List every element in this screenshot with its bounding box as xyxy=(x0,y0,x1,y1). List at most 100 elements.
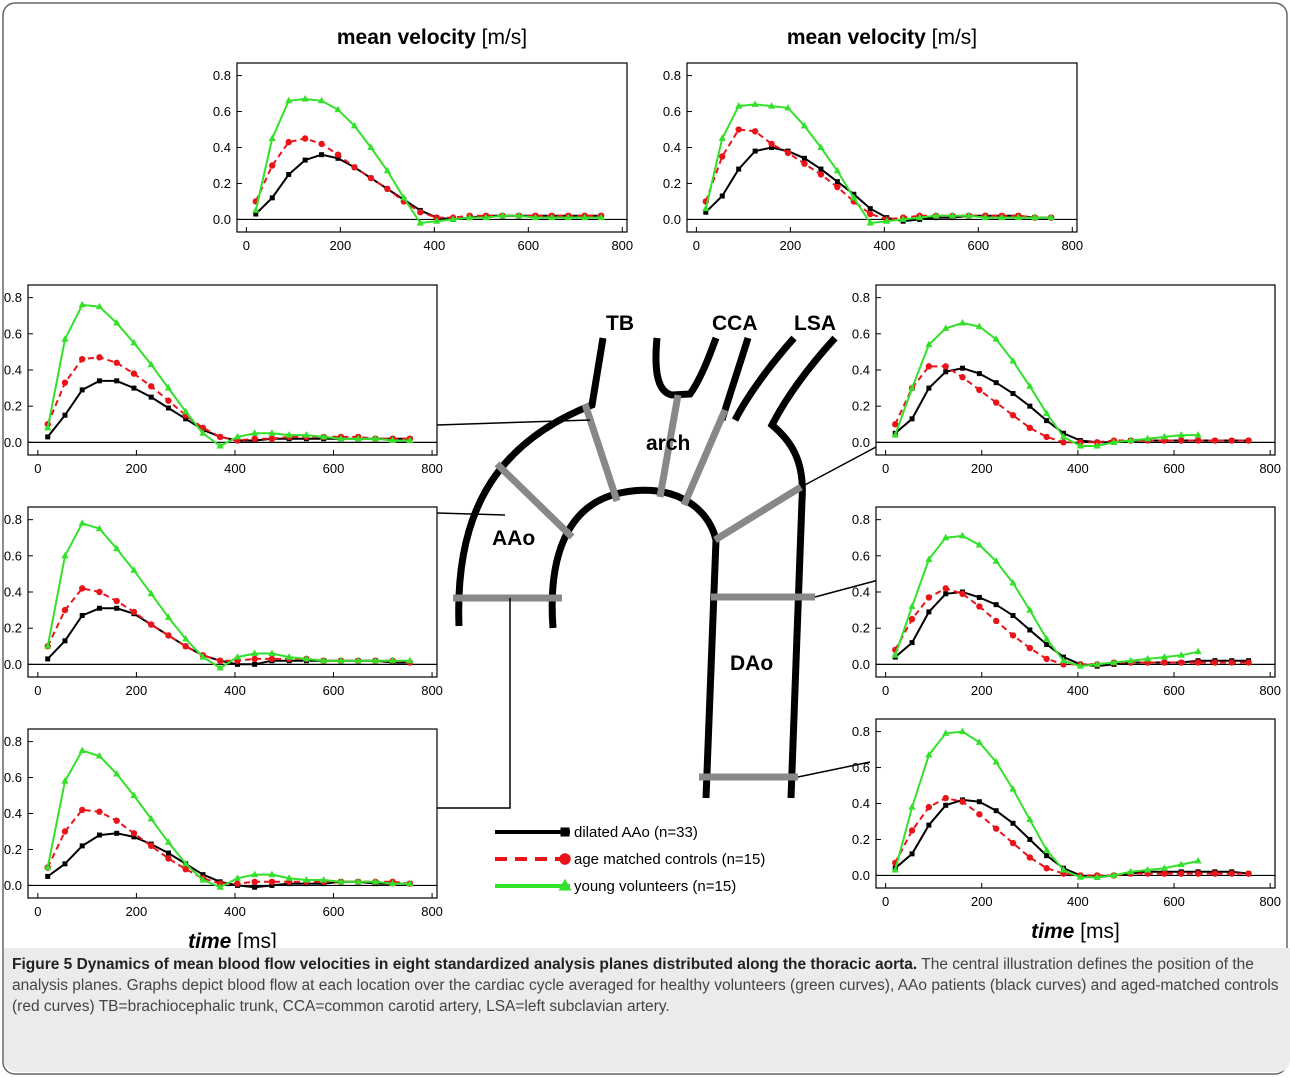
marker xyxy=(130,791,138,799)
marker xyxy=(719,193,725,199)
marker xyxy=(96,354,103,361)
diagram-label: TB xyxy=(606,312,634,335)
connector xyxy=(436,512,506,516)
marker xyxy=(1014,213,1022,221)
marker xyxy=(992,758,1000,765)
marker xyxy=(335,155,341,161)
y-tick-label: 0.6 xyxy=(4,770,22,785)
y-tick-label: 0.4 xyxy=(852,363,870,378)
marker xyxy=(942,794,949,802)
marker xyxy=(320,432,328,440)
marker xyxy=(891,866,899,873)
series-line xyxy=(704,128,1052,221)
marker xyxy=(1026,382,1034,389)
marker xyxy=(1228,870,1235,877)
marker xyxy=(943,369,949,375)
marker xyxy=(165,405,171,411)
x-tick-label: 200 xyxy=(126,904,148,919)
x-tick-label: 800 xyxy=(611,238,633,253)
x-tick-label: 200 xyxy=(126,461,148,476)
marker xyxy=(200,872,206,878)
marker xyxy=(285,874,293,881)
diagram-label: AAo xyxy=(492,527,535,550)
marker xyxy=(1177,651,1185,658)
marker xyxy=(79,387,85,393)
marker xyxy=(337,434,345,442)
marker xyxy=(182,407,190,415)
lsa-wall xyxy=(731,335,797,422)
marker xyxy=(992,825,1000,832)
marker xyxy=(268,134,276,142)
marker xyxy=(942,729,950,736)
y-tick-label: 0.6 xyxy=(852,548,870,563)
marker xyxy=(1160,653,1169,660)
diagram-label: arch xyxy=(646,432,690,455)
y-tick-label: 0.2 xyxy=(663,176,681,191)
marker xyxy=(320,656,328,664)
marker xyxy=(960,365,966,371)
marker xyxy=(1044,853,1050,859)
marker xyxy=(95,524,104,532)
marker xyxy=(751,100,759,107)
marker xyxy=(268,649,276,656)
plot-frame xyxy=(27,728,438,899)
marker xyxy=(1059,656,1068,664)
marker xyxy=(992,335,1000,342)
marker xyxy=(850,193,858,201)
marker xyxy=(384,185,391,193)
diagram-label: CCA xyxy=(712,312,758,335)
legend-label: age matched controls (n=15) xyxy=(574,851,765,868)
marker xyxy=(1194,870,1202,877)
marker xyxy=(976,799,982,805)
x-tick-label: 0 xyxy=(693,238,700,253)
y-tick-label: 0.0 xyxy=(663,212,681,227)
series-line xyxy=(46,356,410,442)
marker xyxy=(433,217,441,224)
marker xyxy=(216,433,224,441)
marker xyxy=(1245,437,1252,444)
y-tick-label: 0.8 xyxy=(852,512,870,527)
chart-title: mean velocity [m/s] xyxy=(787,26,977,49)
marker xyxy=(1127,867,1135,875)
marker xyxy=(784,149,792,157)
x-label-unit: [ms] xyxy=(237,930,277,953)
marker xyxy=(925,555,933,562)
x-tick-label: 200 xyxy=(330,238,352,253)
marker xyxy=(943,802,949,808)
plane xyxy=(656,394,682,498)
x-tick-label: 600 xyxy=(323,904,345,919)
legend-label: young volunteers (n=15) xyxy=(574,878,736,895)
y-tick-label: 0.0 xyxy=(4,657,22,672)
y-tick-label: 0.2 xyxy=(213,176,231,191)
aorta-outer-left xyxy=(455,337,607,627)
marker xyxy=(233,432,242,440)
marker xyxy=(943,591,949,597)
x-tick-label: 0 xyxy=(882,461,889,476)
marker xyxy=(1178,659,1185,666)
marker xyxy=(1161,659,1168,666)
x-tick-label: 200 xyxy=(971,683,993,698)
plot-frame xyxy=(686,62,1078,233)
marker xyxy=(959,590,966,598)
marker xyxy=(182,643,189,650)
marker xyxy=(1026,606,1034,613)
marker xyxy=(1127,436,1135,444)
marker xyxy=(1009,785,1017,792)
marker xyxy=(702,204,710,212)
plot-frame xyxy=(875,284,1276,456)
marker xyxy=(79,806,86,814)
marker xyxy=(975,540,983,548)
marker xyxy=(1009,632,1017,639)
chart: 0.0 0.2 0.4 0.6 0.8 0 200 400 600 800 mean velocit… xyxy=(213,26,633,253)
marker xyxy=(891,651,899,658)
plane xyxy=(713,484,803,543)
marker xyxy=(976,371,982,377)
marker xyxy=(130,830,138,837)
x-axis-label: time [ms] xyxy=(188,930,277,953)
marker xyxy=(909,416,915,422)
marker xyxy=(389,436,397,444)
series-line xyxy=(704,103,1052,225)
x-tick-label: 400 xyxy=(224,683,246,698)
